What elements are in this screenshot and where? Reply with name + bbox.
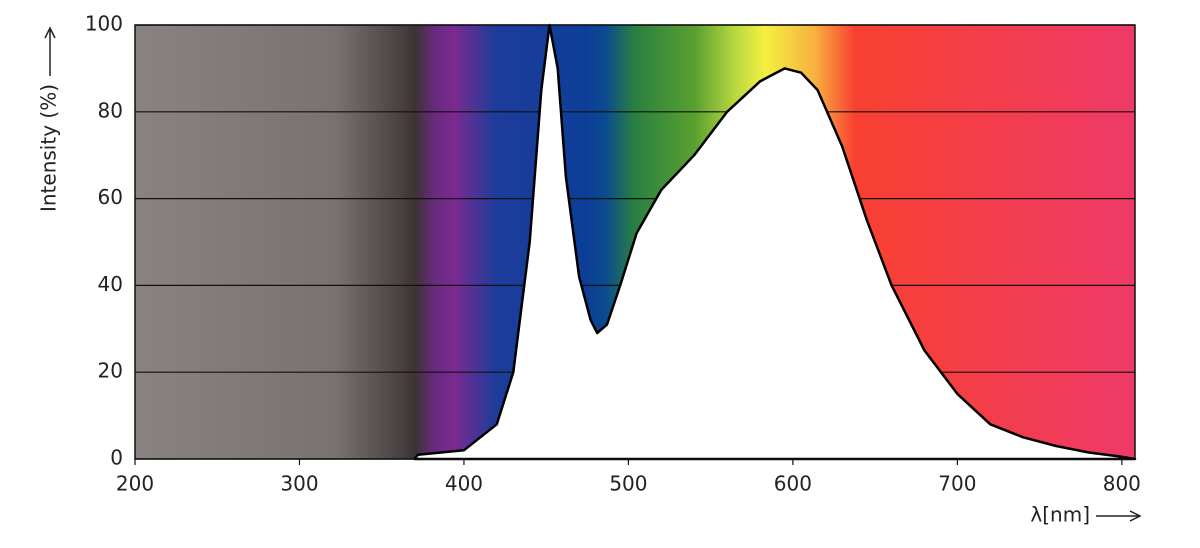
x-tick-label: 500 xyxy=(609,472,647,496)
marks xyxy=(413,23,1137,461)
y-tick-label: 40 xyxy=(98,272,123,296)
x-tick-label: 700 xyxy=(938,472,976,496)
x-tick-label: 600 xyxy=(774,472,812,496)
x-tick-label: 800 xyxy=(1103,472,1141,496)
y-axis-label: Intensity (%) xyxy=(37,84,61,212)
spectrum-area xyxy=(413,23,1137,461)
y-tick-label: 20 xyxy=(98,359,123,383)
x-tick-label: 200 xyxy=(116,472,154,496)
y-tick-label: 0 xyxy=(110,446,123,470)
x-tick-label: 400 xyxy=(445,472,483,496)
y-tick-label: 100 xyxy=(85,12,123,36)
y-axis-arrow xyxy=(44,26,56,76)
x-tick-label: 300 xyxy=(280,472,318,496)
x-axis-label: λ[nm] xyxy=(1030,503,1090,527)
plot-frame xyxy=(134,24,1136,460)
y-tick-label: 60 xyxy=(98,185,123,209)
x-axis-arrow xyxy=(1096,510,1142,522)
y-tick-label: 80 xyxy=(98,98,123,122)
